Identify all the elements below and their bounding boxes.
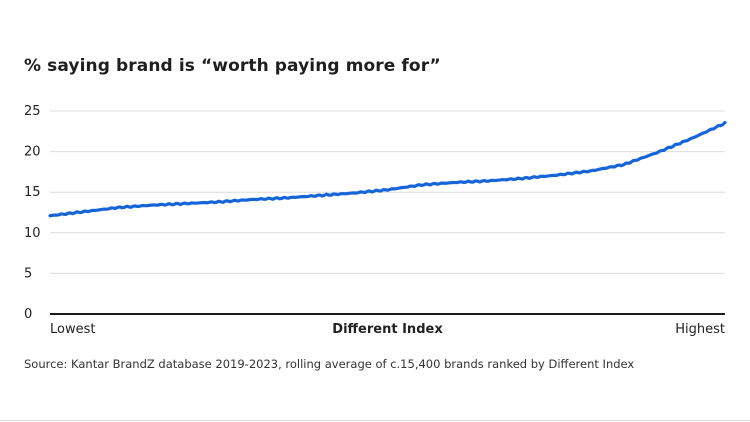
- y-tick-label: 15: [24, 185, 41, 200]
- y-tick-label: 5: [24, 266, 32, 281]
- y-tick-labels: 0 5 10 15 20 25: [24, 104, 41, 322]
- y-tick-label: 25: [24, 104, 41, 119]
- chart-title: % saying brand is “worth paying more for…: [24, 56, 441, 76]
- x-axis-label: Different Index: [332, 322, 443, 337]
- x-end-label: Highest: [675, 322, 725, 337]
- bottom-divider: [0, 420, 750, 421]
- y-tick-label: 10: [24, 226, 41, 241]
- x-start-label: Lowest: [50, 322, 95, 337]
- y-tick-label: 0: [24, 307, 32, 322]
- series-line: [48, 120, 727, 218]
- y-tick-label: 20: [24, 145, 41, 160]
- source-note: Source: Kantar BrandZ database 2019-2023…: [24, 357, 635, 371]
- grid-lines: [50, 110, 725, 274]
